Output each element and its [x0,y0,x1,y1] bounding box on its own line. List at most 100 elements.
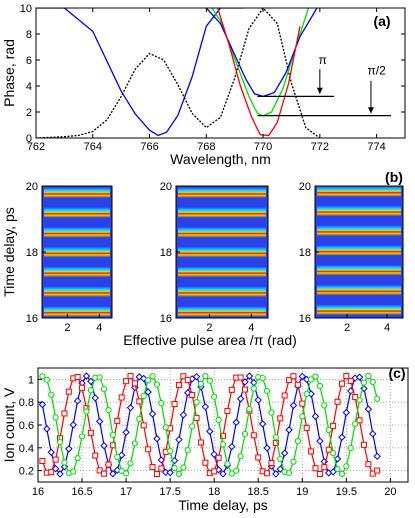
data-point [122,428,130,437]
fringe-band [178,206,266,218]
x-tick-label: 764 [84,141,102,153]
data-point [202,459,209,466]
y-tick-label: 20 [299,181,311,193]
y-axis-label: Ion count, V [1,387,17,462]
data-point [250,432,257,439]
data-point [330,449,337,457]
data-point [149,464,156,471]
fringe-band [44,246,110,258]
data-point [193,414,200,421]
data-point [158,400,165,407]
data-point [189,423,196,430]
data-point [298,372,306,381]
data-point [95,417,104,426]
data-point [74,373,81,380]
data-point [109,431,116,438]
data-point [145,377,152,384]
y-tick-label: 6 [26,55,32,67]
data-point [96,467,103,474]
fringe-band [317,186,401,197]
data-point [61,459,68,466]
data-point [189,392,196,399]
data-point [281,392,288,399]
data-point [149,373,156,380]
y-tick-label: 10 [20,3,32,15]
x-tick-label: 774 [367,141,385,153]
data-point [242,386,249,393]
data-point [215,454,222,461]
x-tick-label: 772 [311,141,329,153]
data-point [135,373,144,381]
data-point [171,464,178,472]
data-point [123,378,130,385]
x-tick-label: 762 [27,141,45,153]
data-point [175,470,183,478]
data-point [237,453,244,460]
x-tick-label: 770 [254,141,272,153]
x-tick-label: 2 [64,322,70,334]
data-point [290,373,297,380]
data-point [224,460,231,468]
data-point [52,456,59,463]
x-tick-label: 19 [296,486,308,498]
y-tick-label: 16 [299,313,311,325]
data-point [38,400,47,409]
x-axis-label: Wavelength, nm [170,151,271,167]
data-point [83,408,90,415]
y-axis-label: Phase, rad [1,39,17,107]
data-point [43,425,51,433]
heatmap-3: 2 4 16 18 20 [299,181,404,334]
data-point [100,386,108,393]
fringe-band [44,266,110,278]
data-point [289,401,298,410]
data-point [206,427,214,436]
data-point [167,447,174,455]
data-point [166,468,174,477]
x-tick-label: 19.5 [336,486,357,498]
data-point [197,439,204,446]
data-point [228,442,236,451]
data-point [233,467,240,474]
data-point [197,380,205,388]
x-tick-label: 16 [32,486,44,498]
data-point [56,470,64,478]
y-tick-label: 0.4 [19,443,34,455]
data-point [48,469,55,476]
data-point [211,393,218,400]
fringe-band [178,226,266,238]
data-point [343,463,350,470]
data-point [374,467,381,474]
data-point [140,422,147,429]
x-axis-label: Effective pulse area /π (rad) [123,332,297,348]
data-point [268,459,275,466]
data-point [180,464,187,471]
panel-label: (c) [388,365,405,381]
data-point [369,470,376,477]
data-point [131,440,139,447]
panel-a: π π/2 762 764 766 768 770 772 774 0 2 4 6 8 10 Waveleng… [1,3,406,167]
data-point [140,392,147,399]
y-tick-label: 0.8 [19,397,34,409]
data-point [184,376,191,383]
data-point [101,470,108,477]
x-tick-label: 4 [96,322,102,334]
x-tick-label: 17.5 [159,486,180,498]
data-point [92,452,99,459]
data-point [277,415,284,422]
fringe-band [178,266,266,278]
data-point [321,464,328,471]
data-point [334,466,341,473]
data-point [369,378,376,385]
data-point [347,444,354,452]
data-point [87,429,94,436]
fringe-band [317,205,401,217]
data-point [126,404,135,412]
series-2 [39,373,381,478]
arrow-head-2 [367,107,374,114]
data-point [321,402,328,409]
data-point [374,395,381,402]
data-point [201,403,210,411]
data-point [153,470,160,477]
panel-c: 16 16.5 17 17.5 18 18.5 19 19.5 20 0.2 0.4 0.6 0.8 1 T… [1,365,409,513]
x-tick-label: 768 [197,141,215,153]
